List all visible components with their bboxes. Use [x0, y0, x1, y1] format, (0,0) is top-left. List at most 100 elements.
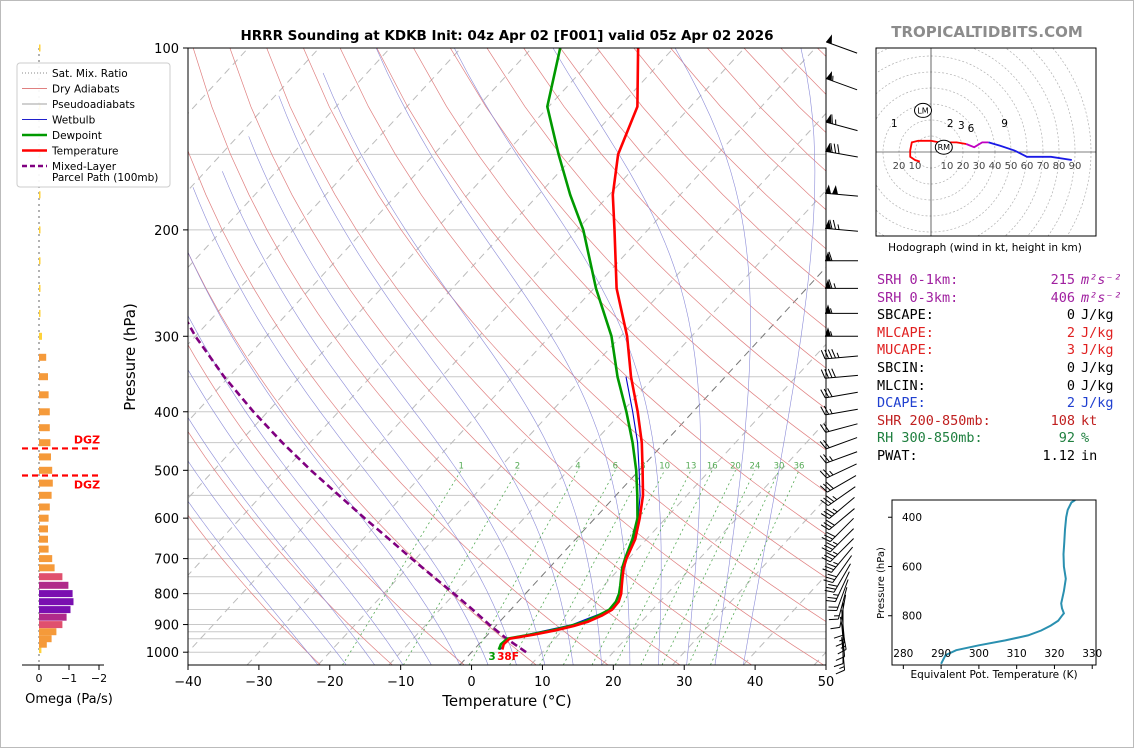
pseudoadiabat — [188, 251, 461, 665]
pressure-tick-label: 900 — [154, 619, 179, 634]
stat-label: MLCIN: — [877, 377, 926, 394]
stat-label: SBCIN: — [877, 359, 926, 376]
omega-tick-label: 0 — [36, 672, 43, 685]
barb-half — [829, 408, 833, 414]
omega-bar — [39, 581, 69, 589]
omega-bar — [39, 613, 67, 621]
barb-full — [826, 563, 837, 568]
omega-bar — [39, 424, 50, 432]
omega-bar — [39, 44, 41, 52]
theta-e-xtick-label: 310 — [1007, 648, 1027, 660]
stat-unit: J/kg — [1081, 342, 1114, 359]
legend-label: Mixed-Layer — [52, 161, 117, 173]
stat-value: 406 — [1050, 289, 1075, 306]
stat-row: DCAPE: 2 J/kg — [877, 395, 1114, 413]
omega-bar — [39, 555, 53, 563]
stat-row: SBCIN: 0 J/kg — [877, 359, 1114, 378]
stat-unit: m²s⁻² — [1081, 289, 1122, 306]
omega-bar — [39, 635, 52, 643]
stat-row: SRH 0-3km: 406 m²s⁻² — [877, 289, 1122, 308]
dgz-label: DGZ — [74, 479, 100, 492]
skew-t-background: 1 2 4 6 8 10 13 16 20 24 30 36 — [188, 48, 826, 665]
temperature-line — [501, 48, 645, 650]
legend: Sat. Mix. Ratio Dry Adiabats Pseudoadiabat… — [16, 62, 171, 188]
temperature-tick-label: 0 — [467, 675, 475, 690]
barb-shaft — [841, 637, 846, 671]
barb-full — [832, 219, 837, 230]
barb-shaft — [834, 571, 850, 602]
barb-full — [833, 663, 844, 668]
pressure-tick-label: 400 — [154, 406, 179, 421]
omega-bar — [39, 598, 74, 606]
barb-full — [820, 524, 830, 531]
pressure-tick-label: 600 — [154, 512, 179, 527]
skew-t-xlabel: Temperature (°C) — [441, 692, 571, 710]
mixing-ratio-label: 6 — [613, 461, 618, 471]
stat-label: SRH 0-3km: — [877, 289, 959, 306]
barb-half — [834, 615, 840, 617]
barb-shaft — [825, 121, 858, 132]
barb-half — [833, 283, 836, 289]
hodograph-ring-label: 60 — [1021, 161, 1034, 172]
pseudoadiabat — [375, 48, 631, 665]
pseudoadiabat — [188, 369, 404, 665]
pseudoadiabat — [188, 416, 375, 665]
stat-label: SRH 0-1km: — [877, 272, 959, 288]
barb-full — [824, 369, 830, 379]
dgz-label: DGZ — [74, 433, 100, 446]
stat-unit: in — [1081, 447, 1098, 464]
barb-full — [837, 144, 840, 154]
hodograph-ring-label: 10 — [909, 161, 922, 172]
omega-bar — [39, 439, 51, 447]
legend-label: Sat. Mix. Ratio — [52, 68, 128, 80]
stat-value: 92 — [1058, 430, 1075, 447]
barb-half — [832, 75, 834, 81]
hodograph-ring-label: 70 — [1037, 161, 1050, 172]
barb-shaft — [825, 408, 858, 416]
barb-full — [829, 219, 833, 230]
theta-e-line — [940, 500, 1076, 665]
dry-adiabat — [188, 149, 609, 665]
barb-shaft — [829, 538, 854, 563]
storm-motion-label: LM — [917, 106, 928, 115]
wind-barb — [825, 184, 858, 197]
temperature-tick-label: −30 — [245, 675, 272, 690]
wind-barb — [819, 423, 858, 433]
hodograph-ring-label: 50 — [1005, 161, 1018, 172]
mixing-ratio-label: 4 — [575, 461, 580, 471]
barb-half — [830, 331, 833, 337]
omega-bar — [39, 525, 48, 533]
barb-flag — [825, 142, 832, 153]
stat-unit: J/kg — [1081, 324, 1114, 341]
legend-label: Parcel Path (100mb) — [52, 172, 158, 184]
barb-full — [824, 589, 835, 593]
wind-barb — [827, 579, 849, 612]
pressure-tick-label: 800 — [154, 588, 179, 603]
omega-bar — [39, 621, 63, 629]
mixing-ratio-line — [614, 470, 713, 665]
pseudoadiabat — [552, 48, 701, 665]
isotherm — [188, 48, 745, 653]
wind-barb — [820, 486, 856, 507]
temperature-tick-label: 50 — [818, 675, 835, 690]
omega-tick-label: −1 — [61, 672, 77, 685]
mixing-ratio-line — [640, 470, 736, 665]
barb-flag — [825, 279, 831, 289]
barb-shaft — [825, 437, 858, 450]
barb-half — [829, 470, 834, 476]
barb-full — [825, 576, 835, 581]
wind-barb — [825, 114, 858, 132]
barb-full — [823, 454, 830, 463]
stat-unit: % — [1081, 430, 1090, 447]
mixing-ratio-line — [591, 470, 692, 665]
mixing-ratio-label: 24 — [750, 461, 761, 471]
stat-row: PWAT: 1.12 in — [877, 448, 1107, 466]
omega-bar — [39, 353, 47, 361]
dry-adiabat — [188, 344, 465, 665]
barb-shaft — [829, 528, 854, 553]
stat-unit: kt — [1081, 412, 1098, 429]
stat-unit: J/kg — [1081, 307, 1114, 324]
hodograph-line — [909, 139, 947, 163]
stat-unit: J/kg — [1081, 377, 1114, 394]
dry-adiabat — [560, 48, 826, 329]
